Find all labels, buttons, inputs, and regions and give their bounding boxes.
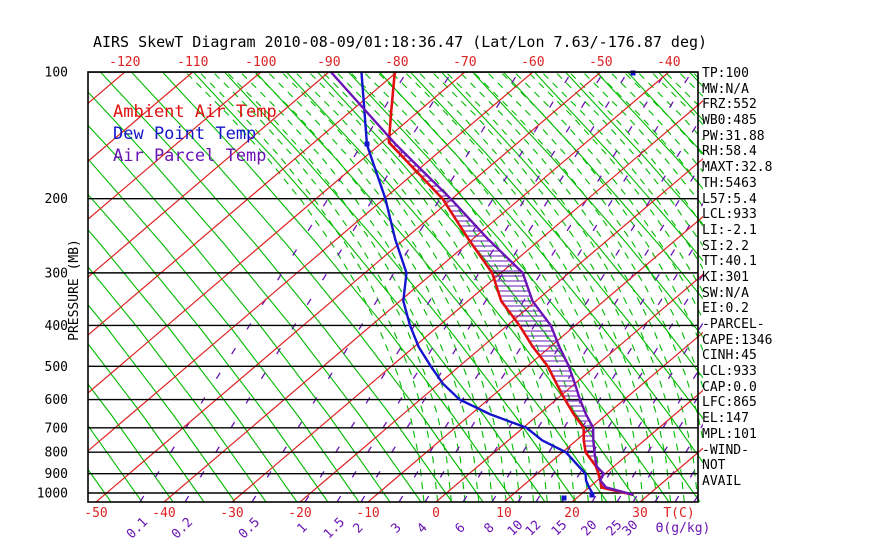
pressure-tick: 900 (45, 467, 68, 482)
mixing-ratio-tick: 4 (414, 520, 430, 536)
pressure-tick: 700 (45, 421, 68, 436)
stats-line: SW:N/A (702, 285, 749, 301)
pressure-tick: 600 (45, 393, 68, 408)
stats-line: MPL:101 (702, 426, 757, 442)
stats-line: EL:147 (702, 411, 749, 427)
stats-line: KI:301 (702, 269, 749, 285)
stats-line: MAXT:32.8 (702, 160, 773, 176)
dewpoint-marker (630, 70, 636, 76)
top-axis-tick: -100 (245, 55, 276, 70)
mixing-ratio-tick: 1.5 (321, 515, 348, 542)
mixing-ratio-tick: 3 (388, 520, 404, 536)
top-axis-tick: -40 (657, 55, 680, 70)
plot-grid (88, 72, 703, 502)
bottom-axis-tick: -10 (356, 506, 379, 521)
stats-line: PW:31.88 (702, 128, 765, 144)
top-axis-tick: -120 (109, 55, 140, 70)
dewpoint-marker (589, 492, 595, 498)
pressure-tick: 400 (45, 319, 68, 334)
mixing-ratio-tick: 1 (294, 520, 310, 536)
mixing-ratio-tick: 2 (350, 520, 366, 536)
stats-line: CINH:45 (702, 348, 757, 364)
mixing-ratio-tick: 12 (523, 518, 545, 540)
bottom-axis-tick: -40 (152, 506, 175, 521)
top-axis-tick: -60 (521, 55, 544, 70)
stats-line: CAP:0.0 (702, 379, 757, 395)
stats-line: LCL:933 (702, 207, 757, 223)
top-axis-tick: -80 (385, 55, 408, 70)
stats-line: TT:40.1 (702, 254, 757, 270)
mixing-ratio-tick: 0.1 (124, 515, 151, 542)
sounding-curves (329, 72, 634, 497)
stats-line: -PARCEL- (702, 317, 765, 332)
pressure-tick: 200 (45, 192, 68, 207)
legend-item-2: Air Parcel Temp (113, 146, 267, 166)
top-axis-tick: -90 (317, 55, 340, 70)
top-axis-tick: -70 (453, 55, 476, 70)
pressure-tick: 300 (45, 266, 68, 281)
mixing-ratio-axis-label: Θ(g/kg) (656, 521, 711, 536)
plot-legend: Ambient Air Temp Dew Point Temp Air Parcel… (113, 101, 277, 167)
stats-line: WB0:485 (702, 113, 757, 129)
bottom-axis-tick: -20 (288, 506, 311, 521)
bottom-axis-tick: 20 (564, 506, 580, 521)
chart-title: AIRS SkewT Diagram 2010-08-09/01:18:36.4… (92, 33, 708, 51)
bottom-axis-tick: 0 (432, 506, 440, 521)
pressure-tick: 1000 (37, 487, 68, 502)
top-axis-tick: -50 (589, 55, 612, 70)
curve-air-parcel-temp (329, 72, 634, 496)
bottom-axis-tick: -50 (84, 506, 107, 521)
stats-line: CAPE:1346 (702, 332, 773, 348)
temp-axis-label: T(C) (663, 506, 694, 521)
stats-line: FRZ:552 (702, 97, 757, 113)
dewpoint-marker (561, 495, 567, 501)
mixing-ratio-tick: 20 (579, 518, 601, 540)
stats-line: RH:58.4 (702, 144, 757, 160)
stats-line: SI:2.2 (702, 238, 749, 254)
mixing-ratio-tick: 6 (452, 520, 468, 536)
stats-line: LI:-2.1 (702, 222, 757, 238)
legend-item-0: Ambient Air Temp (113, 102, 277, 122)
stats-line: LFC:865 (702, 395, 757, 411)
mixing-ratio-tick: 8 (481, 520, 497, 536)
curve-dew-point-temp (360, 72, 595, 496)
pressure-axis-label: PRESSURE (MB) (67, 239, 82, 341)
stats-line: NOT (702, 458, 726, 474)
pressure-tick: 800 (45, 446, 68, 461)
plot-border (87, 71, 699, 503)
stats-line: TP:100 (702, 66, 749, 81)
stats-line: L57:5.4 (702, 191, 757, 207)
dewpoint-marker (364, 141, 370, 147)
top-axis-tick: -110 (177, 55, 208, 70)
stats-line: MW:N/A (702, 81, 749, 97)
stats-line: EI:0.2 (702, 301, 749, 317)
bottom-axis-tick: 30 (632, 506, 648, 521)
bottom-axis-tick: -30 (220, 506, 243, 521)
stats-line: AVAIL (702, 473, 742, 489)
legend-item-1: Dew Point Temp (113, 124, 257, 144)
bottom-axis-tick: 10 (496, 506, 512, 521)
stats-line: TH:5463 (702, 175, 757, 191)
curve-ambient-air-temp (387, 72, 634, 497)
stats-panel: TP:100 MW:N/A FRZ:552 WB0:485 PW:31.88 RH:58.… (702, 66, 772, 490)
stats-line: -WIND- (702, 442, 749, 458)
pressure-tick: 500 (45, 360, 68, 375)
pressure-tick: 100 (45, 66, 68, 81)
stats-line: LCL:933 (702, 364, 757, 380)
